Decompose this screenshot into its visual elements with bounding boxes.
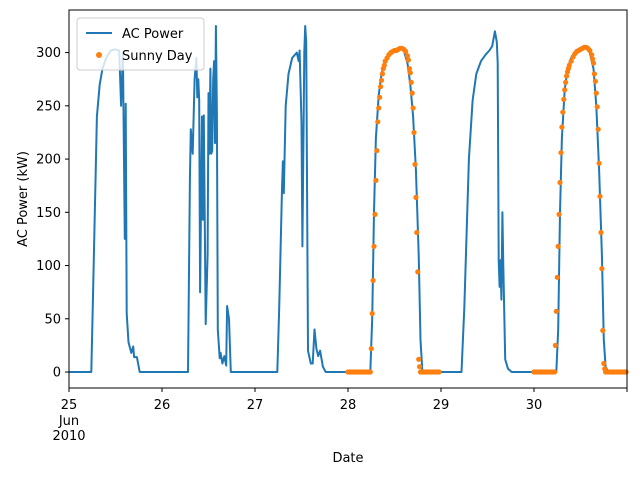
data-point-sunny-day [376, 105, 382, 111]
y-tick-label: 250 [36, 99, 61, 114]
legend-label-sunny-day: Sunny Day [122, 49, 193, 64]
data-point-sunny-day [593, 90, 599, 96]
x-tick-label: 25 [61, 398, 78, 413]
data-point-sunny-day [591, 71, 598, 77]
data-point-sunny-day [558, 150, 564, 156]
data-point-sunny-day [379, 71, 385, 77]
data-point-sunny-day [562, 87, 568, 93]
data-point-sunny-day [375, 119, 381, 125]
data-point-sunny-day [563, 79, 569, 85]
y-tick-label: 100 [36, 259, 61, 274]
data-point-sunny-day [368, 346, 374, 352]
data-point-sunny-day [559, 124, 565, 130]
x-tick-label: 30 [526, 398, 543, 413]
data-point-sunny-day [408, 79, 414, 85]
data-point-sunny-day [378, 84, 384, 90]
data-point-sunny-day [590, 60, 597, 66]
x-axis-label: Date [332, 451, 363, 466]
data-point-sunny-day [598, 229, 604, 236]
data-point-sunny-day [417, 364, 423, 370]
data-point-sunny-day [597, 193, 603, 199]
legend-label-ac-power: AC Power [122, 27, 184, 42]
data-point-sunny-day [377, 94, 383, 100]
data-point-sunny-day [410, 105, 416, 111]
x-tick-sublabel: 2010 [52, 429, 85, 444]
data-point-sunny-day [415, 269, 421, 275]
y-tick-label: 200 [36, 153, 61, 168]
data-point-sunny-day [370, 277, 376, 284]
legend: AC Power Sunny Day [76, 17, 205, 71]
x-tick-label: 28 [340, 398, 357, 413]
data-point-sunny-day [587, 47, 593, 54]
data-point-sunny-day [594, 104, 600, 110]
y-axis: 0 50 100 150 200 250 300 [36, 46, 69, 381]
data-point-sunny-day [592, 78, 599, 84]
data-point-sunny-day [405, 57, 411, 63]
data-point-sunny-day [555, 243, 561, 249]
legend-box [76, 17, 205, 71]
data-point-sunny-day [589, 52, 595, 58]
x-tick-label: 26 [154, 398, 171, 413]
data-point-sunny-day [590, 56, 596, 62]
series-line-ac-power [69, 25, 627, 373]
data-point-sunny-day [552, 342, 559, 348]
data-point-sunny-day [601, 360, 607, 367]
data-point-sunny-day [404, 53, 411, 59]
data-point-sunny-day [414, 229, 420, 236]
data-point-sunny-day [553, 308, 559, 314]
data-point-sunny-day [595, 126, 601, 132]
data-point-sunny-day [560, 109, 566, 115]
data-point-sunny-day [409, 90, 415, 96]
y-tick-label: 300 [36, 46, 61, 61]
data-point-sunny-day [371, 243, 377, 249]
y-axis-label: AC Power (kW) [16, 151, 31, 247]
data-point-sunny-day [416, 356, 422, 362]
x-tick-label: 27 [247, 398, 264, 413]
data-point-sunny-day [413, 194, 419, 200]
data-point-sunny-day [373, 177, 379, 183]
data-point-sunny-day [412, 161, 418, 167]
x-tick-sublabel: Jun [58, 414, 79, 429]
plot-area [69, 25, 629, 375]
data-point-sunny-day [369, 310, 375, 317]
data-point-sunny-day [600, 327, 606, 334]
data-point-sunny-day [557, 179, 563, 186]
data-point-sunny-day [556, 211, 562, 217]
axes-frame [68, 9, 628, 389]
data-point-sunny-day [554, 274, 560, 280]
data-point-sunny-day [406, 66, 412, 72]
data-point-sunny-day [568, 58, 574, 64]
data-point-sunny-day [381, 62, 387, 68]
data-point-sunny-day [436, 369, 442, 375]
data-point-sunny-day [564, 73, 570, 79]
data-point-sunny-day [551, 369, 558, 375]
y-tick-label: 50 [44, 312, 61, 327]
data-point-sunny-day [407, 70, 413, 76]
x-tick-label: 29 [433, 398, 450, 413]
data-point-sunny-day [403, 48, 409, 55]
data-point-sunny-day [623, 369, 629, 375]
data-point-sunny-day [566, 62, 572, 68]
data-point-sunny-day [374, 148, 380, 154]
data-point-sunny-day [411, 129, 417, 136]
y-tick-label: 150 [36, 206, 61, 221]
data-point-sunny-day [561, 96, 567, 102]
data-point-sunny-day [599, 266, 605, 272]
data-point-sunny-day [378, 77, 385, 83]
data-point-sunny-day [367, 369, 373, 375]
y-tick-label: 0 [53, 366, 61, 381]
legend-marker-sunny-day [96, 52, 102, 58]
data-point-sunny-day [372, 211, 378, 217]
data-point-sunny-day [596, 160, 602, 166]
